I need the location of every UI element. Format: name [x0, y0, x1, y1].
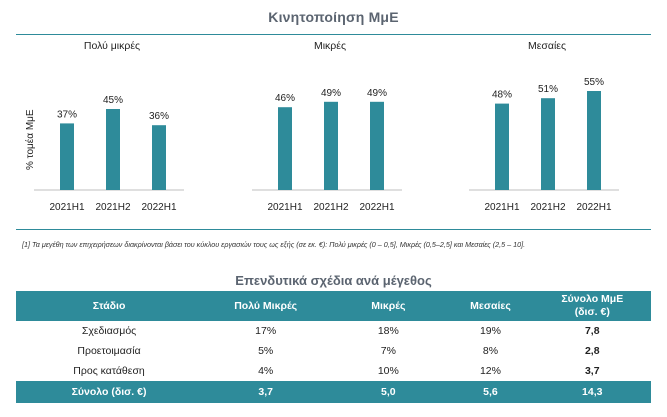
table-title: Επενδυτικά σχέδια ανά μέγεθος [235, 273, 432, 288]
header-total-line1: Σύνολο ΜμΕ [561, 293, 624, 305]
bar [495, 103, 509, 190]
bar [541, 98, 555, 190]
cell-total: 3,7 [584, 365, 600, 377]
cell-total: 7,8 [584, 325, 600, 337]
title-rule [16, 34, 651, 35]
table-total-row: Σύνολο (δισ. €) 3,7 5,0 5,6 14,3 [16, 381, 651, 403]
chart-panel-small: Μικρές 46% 2021H1 49% 2021H2 49% 2022H1 [250, 40, 410, 220]
cell-small: 10% [377, 365, 399, 377]
total-small: 5,0 [329, 381, 448, 403]
total-very-small: 3,7 [202, 381, 330, 403]
bar [587, 91, 601, 190]
footnote: [1] Τα μεγέθη των επιχειρήσεων διακρίνον… [22, 240, 526, 249]
chart-title: Πολύ μικρές [83, 40, 141, 52]
data-label: 48% [492, 90, 512, 101]
x-tick-label: 2021H1 [49, 202, 84, 213]
bar [60, 123, 74, 190]
data-label: 46% [275, 93, 295, 104]
page-title: Κινητοποίηση ΜμΕ [268, 9, 399, 25]
header-total-line2: (δισ. €) [574, 306, 610, 318]
data-label: 49% [367, 88, 387, 99]
cell-very-small: 17% [255, 325, 277, 337]
cell-very-small: 4% [258, 365, 274, 377]
cell-small: 18% [377, 325, 399, 337]
bar-chart: 37% 2021H1 45% 2021H2 36% 2022H1 [34, 95, 184, 213]
table-row: Σχεδιασμός 17% 18% 19% 7,8 [16, 321, 651, 341]
data-label: 37% [57, 109, 77, 120]
data-label: 45% [103, 95, 123, 106]
x-tick-label: 2022H1 [141, 202, 176, 213]
header-small: Μικρές [329, 291, 448, 321]
chart-panel-medium: Μεσαίες 48% 2021H1 51% 2021H2 55% 2022H1 [467, 40, 627, 220]
investment-plans-table: Στάδιο Πολύ Μικρές Μικρές Μεσαίες Σύνολο… [16, 291, 651, 403]
cell-total: 2,8 [584, 345, 600, 357]
x-tick-label: 2022H1 [359, 202, 394, 213]
total-medium: 5,6 [447, 381, 534, 403]
x-tick-label: 2021H2 [95, 202, 130, 213]
bar [370, 101, 384, 190]
x-tick-label: 2021H1 [267, 202, 302, 213]
section-rule [16, 229, 651, 230]
cell-stage: Προετοιμασία [77, 345, 141, 357]
header-total: Σύνολο ΜμΕ (δισ. €) [533, 291, 651, 321]
chart-title: Μεσαίες [527, 40, 567, 52]
data-label: 55% [584, 77, 604, 88]
data-label: 49% [321, 88, 341, 99]
x-tick-label: 2021H2 [530, 202, 565, 213]
total-label: Σύνολο (δισ. €) [16, 381, 203, 403]
bar [106, 109, 120, 190]
header-stage: Στάδιο [16, 291, 203, 321]
cell-stage: Προς κατάθεση [73, 365, 145, 377]
data-label: 51% [538, 84, 558, 95]
table-header-row: Στάδιο Πολύ Μικρές Μικρές Μεσαίες Σύνολο… [16, 291, 651, 321]
cell-stage: Σχεδιασμός [81, 325, 137, 337]
chart-panel-very-small: Πολύ μικρές 37% 2021H1 45% 2021H2 36% 2022H1 [32, 40, 192, 220]
total-all: 14,3 [533, 381, 651, 403]
header-very-small: Πολύ Μικρές [202, 291, 330, 321]
x-tick-label: 2022H1 [576, 202, 611, 213]
cell-medium: 19% [479, 325, 501, 337]
x-tick-label: 2021H2 [313, 202, 348, 213]
chart-title: Μικρές [313, 40, 347, 52]
bar-chart: 48% 2021H1 51% 2021H2 55% 2022H1 [469, 77, 619, 213]
cell-small: 7% [380, 345, 396, 357]
bar-chart: 46% 2021H1 49% 2021H2 49% 2022H1 [252, 88, 402, 213]
bar [278, 107, 292, 190]
cell-very-small: 5% [258, 345, 274, 357]
header-medium: Μεσαίες [447, 291, 534, 321]
bar [324, 101, 338, 190]
y-axis-label: % τομέα ΜμΕ [25, 109, 36, 170]
table-row: Προετοιμασία 5% 7% 8% 2,8 [16, 341, 651, 361]
bar [152, 125, 166, 190]
cell-medium: 8% [482, 345, 499, 357]
x-tick-label: 2021H1 [484, 202, 519, 213]
data-label: 36% [149, 111, 169, 122]
cell-medium: 12% [479, 365, 501, 377]
table-row: Προς κατάθεση 4% 10% 12% 3,7 [16, 361, 651, 381]
